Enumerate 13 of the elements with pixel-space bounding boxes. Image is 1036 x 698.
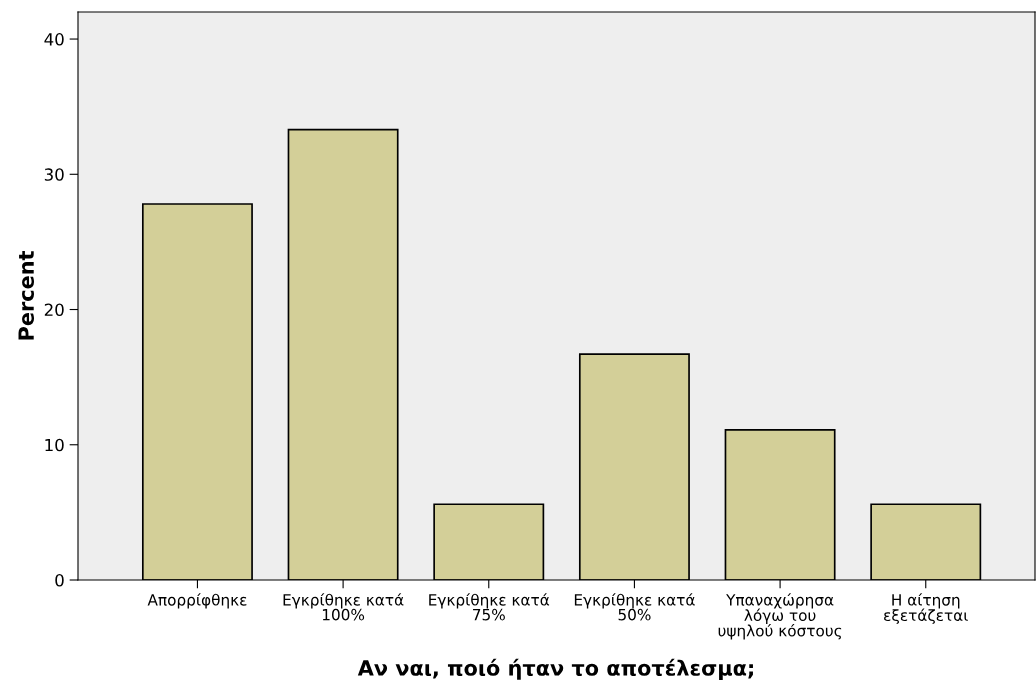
x-tick-label: Η αίτηση εξετάζεται	[884, 593, 968, 625]
y-tick-label: 10	[45, 438, 64, 452]
y-tick-label: 0	[55, 573, 64, 587]
x-axis-title: Αν ναι, ποιό ήταν το αποτέλεσμα;	[357, 658, 753, 680]
y-axis-title: Percent	[18, 251, 35, 340]
y-tick-label: 30	[44, 168, 64, 181]
y-tick-label: 40	[44, 33, 64, 46]
x-tick-label: Εγκρίθηκε κατά 100%	[283, 593, 404, 621]
x-tick-label: Υπαναχώρησα λόγω του υψηλού κόστους	[718, 593, 842, 640]
y-tick-label: 20	[44, 303, 64, 317]
x-tick-label: Εγκρίθηκε κατά 75%	[429, 593, 550, 621]
x-tick-label: Απορρίφθηκε	[147, 593, 247, 609]
x-tick-label: Εγκρίθηκε κατά 50%	[574, 593, 695, 621]
